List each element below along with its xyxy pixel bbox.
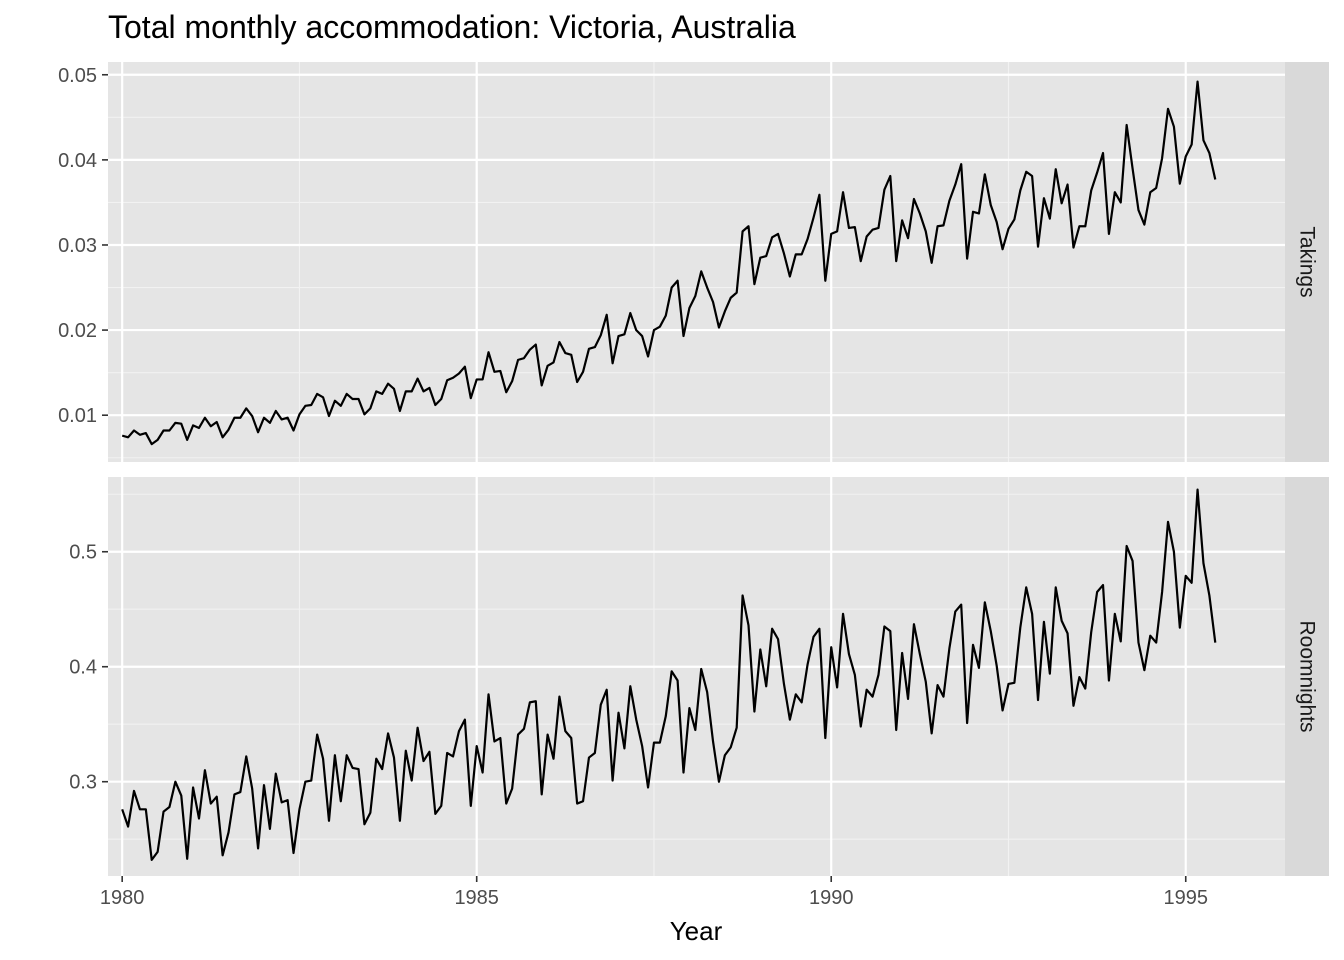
x-tick-label: 1985 (454, 887, 499, 909)
panel-background (108, 62, 1285, 462)
x-tick-label: 1980 (100, 887, 145, 909)
facet-strip (1285, 477, 1329, 876)
chart-title: Total monthly accommodation: Victoria, A… (108, 9, 796, 45)
panel-background (108, 477, 1285, 876)
y-tick-label: 0.05 (58, 65, 97, 87)
y-tick-label: 0.02 (58, 320, 97, 342)
y-tick-label: 0.01 (58, 405, 97, 427)
panel-takings: 0.01 0.02 0.03 0.04 0.05 Takings (58, 62, 1329, 462)
y-tick-label: 0.5 (69, 542, 97, 564)
x-tick-label: 1990 (809, 887, 854, 909)
x-axis: 1980 1985 1990 1995 (100, 876, 1208, 909)
facet-strip-label: Takings (1296, 226, 1319, 297)
series-line-takings (121, 80, 1217, 446)
panel-roomnights: 0.3 0.4 0.5 Roomnights (69, 477, 1329, 876)
facet-strip (1285, 62, 1329, 462)
y-tick-label: 0.3 (69, 772, 97, 794)
x-tick-label: 1995 (1163, 887, 1208, 909)
y-tick-label: 0.04 (58, 150, 97, 172)
chart-panels: 0.01 0.02 0.03 0.04 0.05 Takings 0.3 0.4 0.5 Room… (58, 62, 1329, 876)
series-line-roomnights (121, 488, 1217, 862)
x-axis-title: Year (670, 916, 723, 946)
facet-strip-label: Roomnights (1296, 620, 1319, 732)
y-tick-label: 0.4 (69, 657, 97, 679)
y-tick-label: 0.03 (58, 235, 97, 257)
